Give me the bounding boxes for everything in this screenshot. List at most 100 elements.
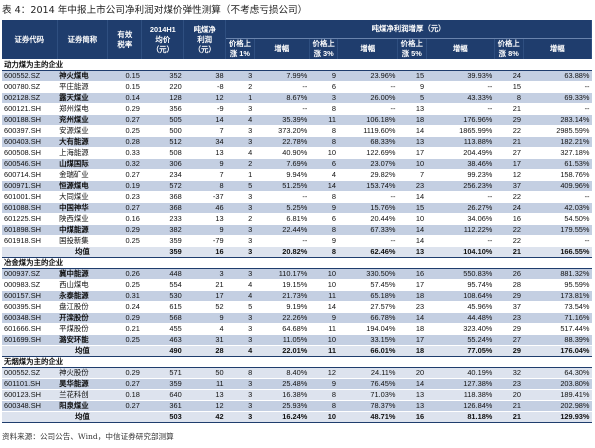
cell-tax: 0.32 [107, 158, 142, 170]
cell-up3: 10 [309, 268, 338, 280]
cell-growth8: 73.54% [523, 301, 592, 313]
cell-up5: 10 [397, 213, 427, 225]
cell-growth8: 2985.59% [523, 125, 592, 137]
cell-growth3: 71.03% [337, 389, 398, 401]
cell-up8: 27 [494, 334, 524, 346]
section-label: 动力煤为主的企业 [2, 59, 592, 71]
cell-np-per-ton: -9 [183, 103, 226, 115]
cell-np-per-ton: 13 [183, 147, 226, 159]
cell-growth5: 112.22% [426, 224, 495, 236]
cell-up8: 24 [494, 70, 524, 82]
cell-up5: 15 [397, 202, 427, 214]
cell-growth8: 881.32% [523, 268, 592, 280]
cell-up3: 8 [309, 400, 338, 412]
average-row: 均值 490 28 4 22.01% 11 66.01% 18 77.05% 29 176.04% [2, 345, 592, 357]
cell-np-per-ton: 31 [183, 334, 226, 346]
cell-up8: 22 [494, 125, 524, 137]
cell-code: 600121.SH [2, 103, 58, 115]
cell-growth5: -- [426, 235, 495, 247]
avg-up5: 18 [397, 345, 427, 357]
cell-growth3: 106.18% [337, 114, 398, 126]
cell-up8: 8 [494, 92, 524, 104]
cell-np-per-ton: -37 [183, 191, 226, 203]
table-row: 000937.SZ 冀中能源 0.26 448 3 3 110.17% 10 330.50% 16… [2, 268, 592, 280]
section-header: 动力煤为主的企业 [2, 59, 592, 71]
cell-up1: 3 [225, 312, 255, 324]
cell-h1-avg: 361 [141, 400, 184, 412]
header-code: 证券代码 [2, 20, 58, 60]
cell-up3: 8 [309, 136, 338, 148]
cell-code: 601898.SH [2, 224, 58, 236]
cell-growth8: 189.41% [523, 389, 592, 401]
cell-growth3: -- [337, 191, 398, 203]
cell-growth5: 44.48% [426, 312, 495, 324]
avg-np-per-ton: 16 [183, 246, 226, 258]
cell-growth8: -- [523, 81, 592, 93]
cell-up3: 11 [309, 323, 338, 335]
table-row: 600552.SZ 神火煤电 0.15 352 38 3 7.99% 9 23.96% 15 39.… [2, 70, 592, 82]
cell-up8: 29 [494, 114, 524, 126]
cell-growth5: 26.27% [426, 202, 495, 214]
cell-growth1: -- [254, 103, 310, 115]
cell-up8: 26 [494, 268, 524, 280]
cell-np-per-ton: 17 [183, 290, 226, 302]
cell-np-per-ton: 4 [183, 323, 226, 335]
avg-growth8: 129.93% [523, 411, 592, 423]
cell-name: 阳泉煤业 [57, 400, 108, 412]
cell-h1-avg: 455 [141, 323, 184, 335]
cell-np-per-ton: 52 [183, 301, 226, 313]
table-row: 601001.SH 大同煤业 0.23 368 -37 3 -- 8 -- 14 -- 22 -- [2, 191, 592, 203]
cell-up3: 14 [309, 301, 338, 313]
table-row: 000552.SZ 神火股份 0.29 571 50 8 8.40% 12 24.11% 20 40… [2, 367, 592, 379]
cell-up5: 18 [397, 290, 427, 302]
cell-up8: 21 [494, 400, 524, 412]
cell-h1-avg: 234 [141, 169, 184, 181]
cell-growth8: 63.88% [523, 70, 592, 82]
cell-up1: 3 [225, 389, 255, 401]
cell-h1-avg: 382 [141, 224, 184, 236]
cell-growth8: 88.39% [523, 334, 592, 346]
cell-growth1: 51.25% [254, 180, 310, 192]
cell-up8: 22 [494, 235, 524, 247]
section-header: 无烟煤为主的企业 [2, 356, 592, 368]
cell-h1-avg: 568 [141, 312, 184, 324]
cell-growth8: 327.18% [523, 147, 592, 159]
cell-growth3: -- [337, 103, 398, 115]
cell-np-per-ton: 50 [183, 367, 226, 379]
cell-growth5: 550.83% [426, 268, 495, 280]
cell-growth8: 179.55% [523, 224, 592, 236]
cell-up3: 8 [309, 389, 338, 401]
avg-growth5: 81.18% [426, 411, 495, 423]
cell-tax: 0.27 [107, 202, 142, 214]
cell-name: 山煤国际 [57, 158, 108, 170]
table-row: 601699.SH 潞安环能 0.25 463 31 3 11.05% 10 33.15% 17 5… [2, 334, 592, 346]
header-name: 证券简称 [57, 20, 109, 60]
cell-h1-avg: 233 [141, 213, 184, 225]
table-row: 601088.SH 中国神华 0.27 368 46 3 5.25% 9 15.76% 15 26.… [2, 202, 592, 214]
cell-up1: 3 [225, 334, 255, 346]
cell-up3: 10 [309, 279, 338, 291]
cell-name: 郑州煤电 [57, 103, 108, 115]
cell-tax: 0.19 [107, 180, 142, 192]
cell-up5: 18 [397, 114, 427, 126]
cell-tax: 0.25 [107, 279, 142, 291]
cell-up5: 13 [397, 136, 427, 148]
cell-growth8: 64.30% [523, 367, 592, 379]
cell-growth3: 15.76% [337, 202, 398, 214]
cell-growth3: 194.04% [337, 323, 398, 335]
table-row: 601918.SH 国投新集 0.25 359 -79 3 -- 9 -- 14 -- 22 -- [2, 235, 592, 247]
cell-growth5: 1865.99% [426, 125, 495, 137]
cell-name: 西山煤电 [57, 279, 108, 291]
cell-up5: 18 [397, 323, 427, 335]
cell-up1: 3 [225, 323, 255, 335]
avg-h1-avg: 490 [141, 345, 184, 357]
avg-name: 均值 [57, 345, 108, 357]
cell-up1: 1 [225, 92, 255, 104]
cell-up8: 37 [494, 301, 524, 313]
cell-tax: 0.16 [107, 213, 142, 225]
cell-up3: 6 [309, 81, 338, 93]
cell-h1-avg: 128 [141, 92, 184, 104]
avg-h1-avg: 359 [141, 246, 184, 258]
cell-up5: 23 [397, 301, 427, 313]
cell-up3: 14 [309, 180, 338, 192]
